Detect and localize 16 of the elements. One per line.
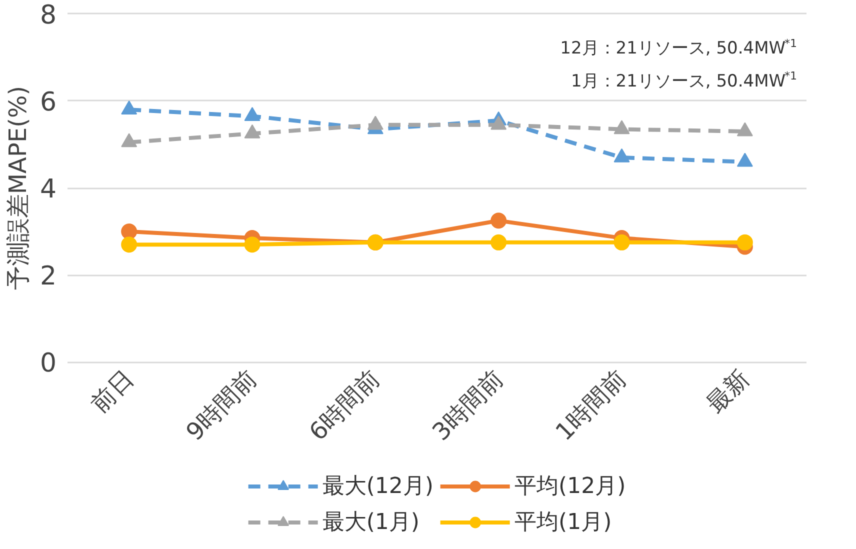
y-tick-label: 8	[40, 0, 57, 30]
x-tick-label: 1時間前	[550, 364, 632, 446]
legend-label: 最大(1月)	[322, 509, 420, 537]
x-tick-label: 前日	[85, 364, 139, 418]
legend-label: 平均(1月)	[514, 509, 612, 537]
x-tick-label: 6時間前	[304, 364, 386, 446]
y-tick-label: 0	[40, 348, 57, 379]
x-tick-label: 9時間前	[180, 364, 262, 446]
y-axis-title: 予測誤差MAPE(%)	[4, 86, 32, 290]
legend-label: 平均(12月)	[514, 473, 626, 501]
x-tick-label: 最新	[701, 364, 755, 418]
x-tick-label: 3時間前	[426, 364, 508, 446]
y-tick-label: 2	[40, 262, 57, 292]
y-tick-label: 4	[40, 174, 57, 204]
y-tick-label: 6	[40, 87, 57, 118]
legend-label: 最大(12月)	[322, 473, 434, 501]
